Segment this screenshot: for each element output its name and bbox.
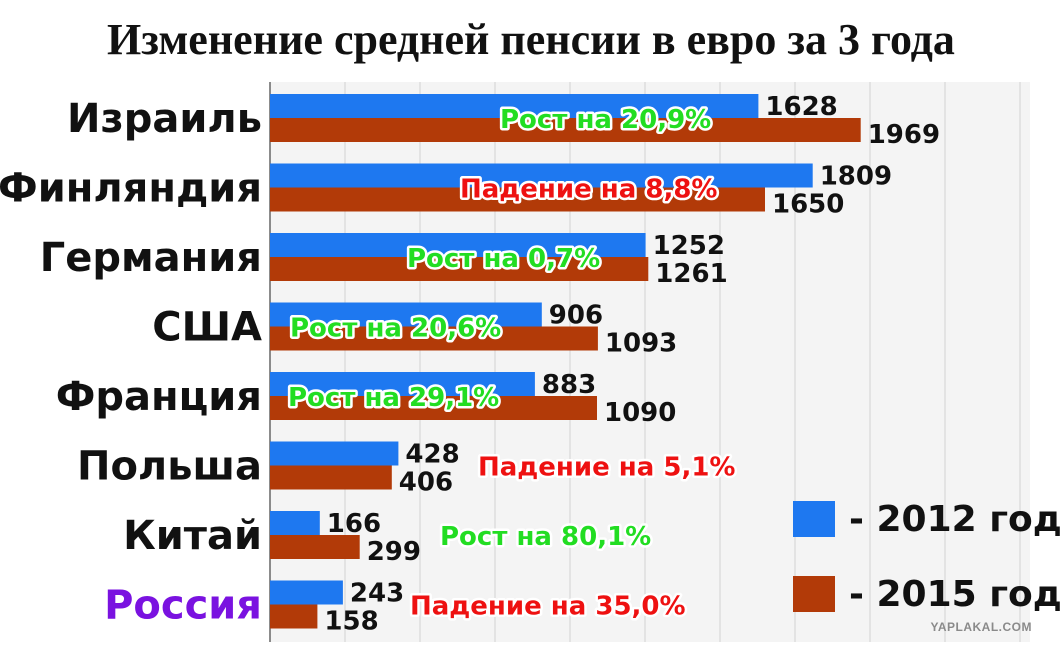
legend-label-2015: - 2015 год [849,573,1062,615]
bar-2015-2 [270,257,649,281]
bar-2012-0 [270,94,759,118]
data-label-2012: 1809 [820,162,892,192]
category-label: США [152,305,262,351]
change-annotation: Рост на 29,1% [288,383,499,413]
legend-swatch-2015 [793,576,835,612]
data-label-2012: 883 [542,370,596,400]
data-label-2012: 166 [327,509,381,539]
change-annotation: Падение на 35,0% [410,592,686,622]
category-label: Франция [56,374,262,420]
category-label: Китай [123,513,262,559]
data-label-2012: 1252 [653,231,725,261]
data-label-2015: 1090 [604,398,676,428]
change-annotation: Рост на 20,6% [290,314,501,344]
change-annotation: Падение на 5,1% [478,453,735,483]
category-label: Израиль [67,96,262,142]
bar-2015-3 [270,326,598,351]
bar-2015-7 [270,604,318,629]
category-label: Россия [104,583,262,629]
bar-2012-5 [270,441,399,466]
data-label-2015: 1261 [655,259,727,289]
bar-2012-2 [270,233,646,257]
data-label-2012: 428 [405,440,459,470]
data-label-2015: 158 [324,607,378,637]
data-label-2012: 243 [350,579,404,609]
bar-2015-5 [270,465,392,490]
change-annotation: Падение на 8,8% [460,175,717,205]
data-label-2015: 1650 [772,190,844,220]
data-label-2012: 1628 [765,92,837,122]
bar-2015-6 [270,535,360,559]
legend-label-2012: - 2012 год [849,498,1062,540]
legend-item-2012: - 2012 год [793,497,1062,541]
data-label-2015: 406 [399,468,453,498]
change-annotation: Рост на 80,1% [440,522,651,552]
category-label: Финляндия [0,166,262,212]
legend-item-2015: - 2015 год [793,572,1062,616]
change-annotation: Рост на 0,7% [407,244,600,274]
change-annotation: Рост на 20,9% [500,105,711,135]
bar-2012-1 [270,163,813,188]
watermark: YAPLAKAL.COM [930,620,1032,634]
bar-2015-0 [270,118,861,142]
chart-title: Изменение средней пенсии в евро за 3 год… [107,15,955,64]
bar-2012-4 [270,372,535,396]
data-label-2012: 906 [549,301,603,331]
bar-2015-1 [270,187,765,212]
bar-2012-3 [270,302,542,327]
legend-swatch-2012 [793,501,835,537]
bar-2015-4 [270,396,597,420]
bar-2012-6 [270,511,320,535]
category-label: Германия [40,235,262,281]
bar-2012-7 [270,580,343,605]
data-label-2015: 1093 [605,329,677,359]
data-label-2015: 1969 [868,120,940,150]
data-label-2015: 299 [367,537,421,567]
category-label: Польша [77,444,262,490]
